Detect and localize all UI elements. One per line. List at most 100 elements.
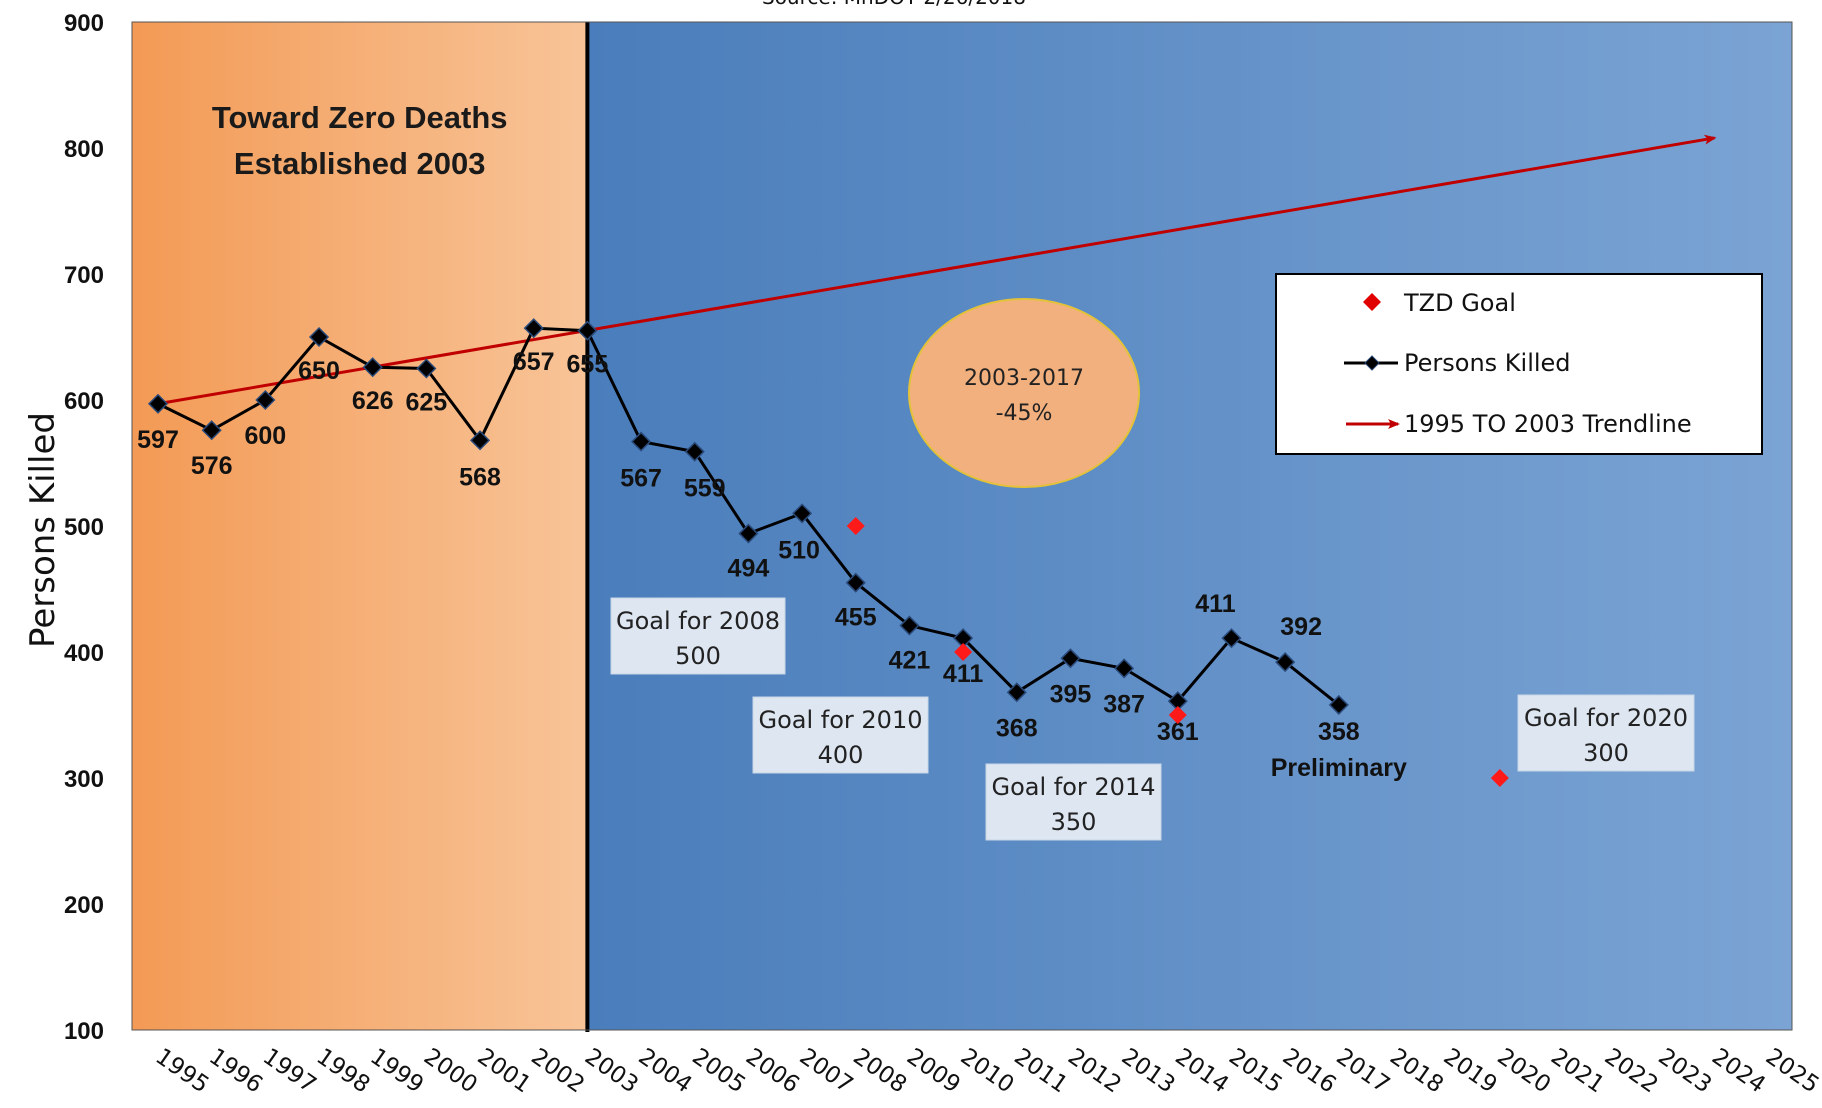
persons-killed-data-label: 567 bbox=[620, 465, 662, 493]
x-tick-label: 2002 bbox=[526, 1044, 589, 1099]
persons-killed-data-label: 626 bbox=[352, 387, 394, 415]
x-tick-label: 2000 bbox=[419, 1044, 482, 1099]
persons-killed-data-label: 411 bbox=[1195, 590, 1235, 618]
persons-killed-points bbox=[147, 318, 1349, 715]
persons-killed-point bbox=[630, 431, 652, 452]
persons-killed-point bbox=[577, 320, 598, 341]
trendline-series bbox=[157, 134, 1717, 406]
goal-box-2020-title: Goal for 2020 bbox=[1524, 704, 1688, 732]
ellipse-line-1: 2003-2017 bbox=[964, 366, 1084, 391]
persons-killed-data-label: 597 bbox=[137, 426, 179, 454]
persons-killed-point bbox=[899, 615, 920, 636]
y-axis: 100 200 300 400 500 600 700 800 900 bbox=[64, 10, 104, 1045]
preliminary-label: Preliminary bbox=[1271, 754, 1407, 782]
persons-killed-point bbox=[523, 318, 544, 339]
persons-killed-data-label: 510 bbox=[778, 536, 820, 564]
pre-tzd-region bbox=[132, 22, 588, 1030]
source-note: Source: MnDOT 2/26/2018 bbox=[762, 0, 1026, 9]
y-tick-label: 800 bbox=[64, 136, 104, 163]
goal-annotation-boxes: Goal for 2008 500 Goal for 2010 400 Goal… bbox=[610, 597, 1695, 841]
goal-box-2014-value: 350 bbox=[1051, 808, 1097, 836]
persons-killed-data-label: 657 bbox=[513, 348, 555, 376]
x-tick-label: 2011 bbox=[1009, 1044, 1072, 1099]
goal-box-2010-title: Goal for 2010 bbox=[759, 706, 923, 734]
tzd-goal-point bbox=[1168, 706, 1187, 724]
persons-killed-data-label: 494 bbox=[728, 555, 770, 583]
goal-box-2008: Goal for 2008 500 bbox=[610, 597, 786, 675]
legend: TZD Goal Persons Killed 1995 TO 2003 Tre… bbox=[1275, 273, 1763, 455]
persons-killed-point bbox=[792, 503, 813, 524]
x-tick-label: 2006 bbox=[741, 1044, 804, 1099]
x-tick-label: 1998 bbox=[312, 1044, 375, 1099]
y-tick-label: 200 bbox=[64, 892, 104, 919]
persons-killed-point bbox=[684, 441, 705, 462]
x-tick-label: 2017 bbox=[1331, 1044, 1394, 1099]
y-tick-label: 900 bbox=[64, 10, 104, 37]
persons-killed-point bbox=[308, 326, 330, 348]
persons-killed-data-labels: 597 576 600 650 626 625 568 657 655 567 559 494 510 4… bbox=[137, 348, 1360, 746]
post-tzd-region bbox=[587, 22, 1792, 1030]
y-tick-label: 400 bbox=[64, 640, 104, 667]
era-label-line-2: Established 2003 bbox=[234, 146, 486, 181]
x-tick-label: 1999 bbox=[365, 1044, 428, 1099]
x-tick-label: 2013 bbox=[1117, 1044, 1180, 1099]
y-axis-label: Persons Killed bbox=[23, 412, 63, 648]
x-tick-label: 2025 bbox=[1761, 1044, 1822, 1099]
tzd-goal-point bbox=[846, 517, 865, 535]
era-label: Toward Zero Deaths Established 2003 bbox=[212, 100, 508, 181]
x-tick-label: 2008 bbox=[848, 1044, 911, 1099]
goal-box-2010-value: 400 bbox=[818, 741, 864, 769]
y-tick-label: 700 bbox=[64, 262, 104, 289]
persons-killed-point bbox=[1006, 682, 1027, 703]
persons-killed-data-label: 387 bbox=[1103, 690, 1145, 718]
reduction-ellipse-shape bbox=[908, 298, 1140, 488]
era-label-line-1: Toward Zero Deaths bbox=[212, 100, 508, 135]
x-tick-label: 2015 bbox=[1224, 1044, 1287, 1099]
persons-killed-point bbox=[201, 420, 222, 441]
x-tick-label: 1997 bbox=[258, 1044, 321, 1099]
persons-killed-point bbox=[147, 393, 169, 414]
x-tick-label: 2022 bbox=[1600, 1044, 1663, 1099]
persons-killed-data-label: 358 bbox=[1318, 718, 1360, 746]
tzd-goal-point bbox=[1490, 769, 1509, 787]
y-tick-label: 100 bbox=[64, 1018, 104, 1045]
x-tick-label: 2021 bbox=[1546, 1044, 1609, 1099]
persons-killed-point bbox=[469, 430, 491, 451]
x-tick-label: 2007 bbox=[795, 1044, 858, 1099]
plot-frame bbox=[131, 21, 1793, 1031]
persons-killed-point bbox=[1221, 628, 1242, 649]
ellipse-line-2: -45% bbox=[996, 401, 1053, 426]
legend-persons-killed-marker bbox=[1364, 355, 1380, 371]
x-tick-label: 2016 bbox=[1278, 1044, 1341, 1099]
persons-killed-point bbox=[1114, 658, 1135, 679]
persons-killed-data-label: 368 bbox=[996, 714, 1038, 742]
goal-box-2008-value: 500 bbox=[675, 642, 721, 670]
persons-killed-point bbox=[362, 357, 383, 378]
persons-killed-point bbox=[1275, 652, 1296, 673]
legend-tzd-goal-marker bbox=[1363, 293, 1381, 311]
persons-killed-point bbox=[1060, 648, 1081, 669]
legend-tzd-goal-label: TZD Goal bbox=[1403, 289, 1516, 317]
persons-killed-data-label: 392 bbox=[1280, 613, 1322, 641]
persons-killed-data-label: 655 bbox=[567, 351, 609, 379]
y-tick-label: 500 bbox=[64, 514, 104, 541]
persons-killed-data-label: 395 bbox=[1050, 680, 1092, 708]
goal-box-2020-value: 300 bbox=[1583, 739, 1629, 767]
persons-killed-data-label: 568 bbox=[459, 463, 501, 491]
tzd-goal-points bbox=[846, 517, 1509, 787]
reduction-ellipse: 2003-2017 -45% bbox=[908, 298, 1140, 488]
x-tick-label: 2020 bbox=[1492, 1044, 1555, 1099]
x-axis: 1995199619971998199920002001200220032004… bbox=[151, 1044, 1822, 1099]
persons-killed-point bbox=[416, 358, 437, 379]
persons-killed-data-label: 576 bbox=[191, 452, 233, 480]
x-tick-label: 1995 bbox=[151, 1044, 214, 1099]
persons-killed-point bbox=[845, 572, 866, 593]
persons-killed-data-label: 455 bbox=[835, 604, 877, 632]
x-tick-label: 2023 bbox=[1653, 1044, 1716, 1099]
persons-killed-point bbox=[1328, 694, 1349, 715]
persons-killed-data-label: 421 bbox=[889, 647, 931, 675]
x-tick-label: 2010 bbox=[956, 1044, 1019, 1099]
persons-killed-data-label: 650 bbox=[298, 357, 340, 385]
x-tick-label: 2024 bbox=[1707, 1044, 1770, 1099]
